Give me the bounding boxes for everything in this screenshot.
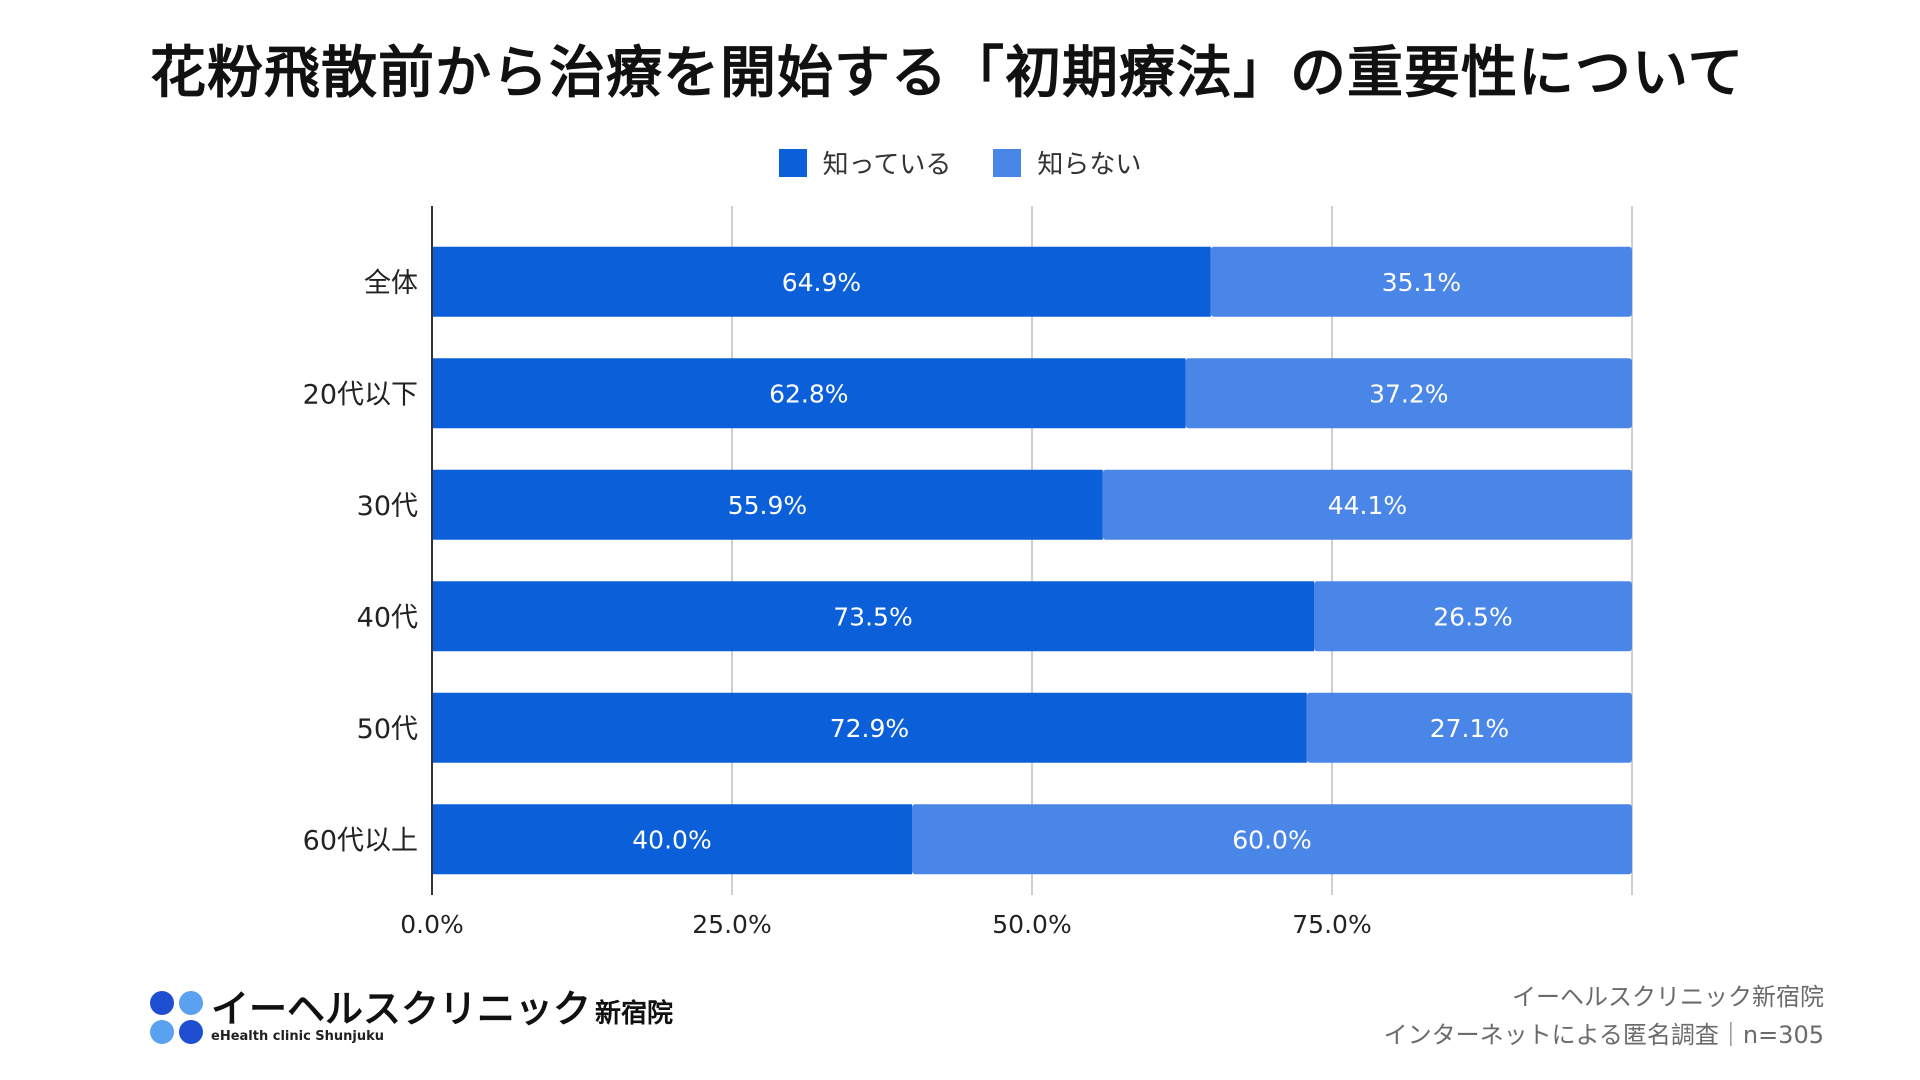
bar-segment [432,804,912,875]
logo-name: イーヘルスクリニック 新宿院 [211,987,674,1031]
category-label: 40代 [357,602,418,633]
logo-subtitle: eHealth clinic Shunjuku [211,1028,385,1044]
data-label: 62.8% [769,379,848,408]
x-tick-label: 0.0% [400,910,464,939]
data-label: 37.2% [1369,379,1448,408]
source-note: イーヘルスクリニック新宿院 インターネットによる匿名調査｜n=305 [1384,978,1824,1055]
source-line-2: インターネットによる匿名調査｜n=305 [1383,1021,1824,1050]
legend-item-unknown: 知らない [993,144,1141,181]
legend-swatch-unknown [993,148,1022,177]
category-label: 20代以下 [303,379,418,410]
legend: 知っている 知らない [0,144,1920,181]
legend-item-known: 知っている [778,144,952,181]
data-label: 26.5% [1433,602,1512,631]
x-tick-label: 50.0% [992,910,1071,939]
bar-segment [1306,692,1632,763]
source-line-1: イーヘルスクリニック新宿院 [1512,983,1824,1011]
x-tick-label: 25.0% [692,910,771,939]
category-label: 50代 [357,714,418,745]
chart-title: 花粉飛散前から治療を開始する「初期療法」の重要性について [150,41,1745,106]
category-label: 60代以上 [303,825,418,856]
bar-segment [432,469,1103,540]
bar-segment [432,246,1211,317]
data-label: 35.1% [1382,268,1461,297]
data-label: 73.5% [833,602,912,631]
data-label: 64.9% [782,268,861,297]
data-label: 55.9% [728,491,807,520]
legend-swatch-known [778,148,807,177]
clinic-logo: イーヘルスクリニック 新宿院 eHealth clinic Shunjuku [150,987,674,1044]
bar-segment [1102,469,1632,540]
data-label: 44.1% [1328,491,1407,520]
data-label: 27.1% [1430,714,1509,743]
x-tick-label: 75.0% [1292,910,1371,939]
bar-segment [1210,246,1632,317]
logo-dots-icon [150,990,203,1044]
bar-segment [432,692,1307,763]
data-label: 40.0% [632,825,711,854]
data-label: 72.9% [830,714,909,743]
data-label: 60.0% [1232,825,1311,854]
bar-segment [432,581,1314,652]
legend-label-known: 知っている [822,150,952,180]
category-label: 30代 [357,491,418,522]
bar-segment [432,358,1186,429]
bar-segment [1185,358,1632,429]
legend-label-unknown: 知らない [1037,150,1142,180]
bar-segment [912,804,1632,875]
category-label: 全体 [364,268,418,299]
bar-segment [1314,581,1632,652]
